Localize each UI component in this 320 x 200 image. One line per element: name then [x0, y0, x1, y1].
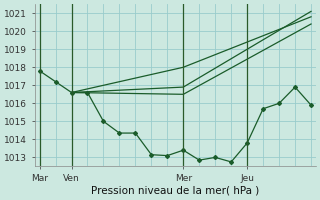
X-axis label: Pression niveau de la mer( hPa ): Pression niveau de la mer( hPa ) [91, 186, 260, 196]
